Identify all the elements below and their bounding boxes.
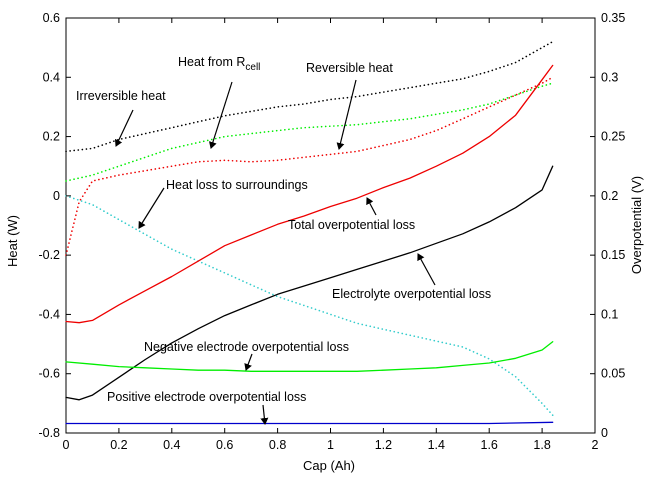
annotation-reversible-heat: Reversible heat (306, 61, 393, 75)
arrow-total-overpotential (366, 197, 377, 216)
series-irreversible-heat (65, 40, 554, 153)
x-tick-label: 0.4 (163, 438, 180, 452)
annotation-arrows (114, 79, 436, 425)
x-tick-label: 0.6 (216, 438, 233, 452)
series-heat-loss-to-surroundings (65, 195, 554, 417)
arrow-reversible-heat (336, 79, 357, 150)
annotation-heat-from-rcell-main: Heat from R (178, 55, 245, 69)
x-tick-label: 0 (63, 438, 70, 452)
y-tick-label: 0.6 (43, 11, 60, 25)
y-axis-label: Heat (W) (5, 215, 20, 267)
series-positive-electrode-overpotential-loss (65, 421, 554, 425)
y2-tick-label: 0.2 (601, 189, 618, 203)
annotation-total-overpotential: Total overpotential loss (288, 218, 415, 232)
annotation-layer: Irreversible heat Heat from Rcell Revers… (76, 55, 491, 425)
annotation-positive-electrode: Positive electrode overpotential loss (107, 390, 306, 404)
y-tick-label: -0.2 (38, 248, 60, 262)
y2-tick-label: 0.1 (601, 307, 618, 321)
y-tick-label: -0.6 (38, 367, 60, 381)
y2-tick-label: 0.05 (601, 367, 625, 381)
y2-tick-label: 0.3 (601, 70, 618, 84)
annotation-heat-from-rcell: Heat from Rcell (178, 55, 260, 73)
annotation-irreversible-heat: Irreversible heat (76, 89, 166, 103)
arrow-heat-loss (138, 187, 165, 229)
series-negative-electrode-overpotential-loss (65, 341, 554, 372)
x-tick-label: 1.4 (428, 438, 445, 452)
y-tick-label: 0.2 (43, 130, 60, 144)
x-tick-label: 1 (327, 438, 334, 452)
series-electrolyte-overpotential-loss (65, 165, 554, 401)
y2-tick-label: 0.15 (601, 248, 625, 262)
x-axis-label: Cap (Ah) (303, 458, 355, 473)
arrow-irreversible-heat (114, 109, 134, 147)
y2-tick-label: 0.35 (601, 11, 625, 25)
annotation-negative-electrode: Negative electrode overpotential loss (144, 340, 349, 354)
annotation-heat-from-rcell-sub: cell (245, 62, 260, 73)
y-tick-label: -0.8 (38, 426, 60, 440)
arrow-electrolyte-overpotential (417, 253, 436, 286)
y-tick-label: -0.4 (38, 307, 60, 321)
arrow-heat-from-rcell (209, 81, 233, 149)
x-tick-label: 0.8 (269, 438, 286, 452)
x-tick-label: 1.8 (533, 438, 550, 452)
y2-tick-label: 0.25 (601, 130, 625, 144)
arrow-positive-electrode (260, 404, 269, 425)
y2-axis-label: Overpotential (V) (629, 176, 644, 274)
x-tick-label: 1.6 (481, 438, 498, 452)
series-total-overpotential-loss (65, 64, 554, 324)
series-heat-from-r-cell (65, 82, 554, 182)
y-tick-label: 0 (53, 189, 60, 203)
series-reversible-heat (65, 76, 554, 256)
tick-layer: 0 0.2 0.4 0.6 0.8 1 1.2 1.4 1.6 1.8 2 -0.8 -0.6 -0.4 -… (38, 11, 625, 452)
x-tick-label: 0.2 (110, 438, 127, 452)
annotation-heat-loss: Heat loss to surroundings (166, 178, 308, 192)
arrow-negative-electrode (244, 353, 253, 371)
x-tick-label: 2 (592, 438, 599, 452)
series-layer (65, 40, 554, 425)
y-tick-label: 0.4 (43, 70, 60, 84)
x-tick-label: 1.2 (375, 438, 392, 452)
annotation-electrolyte-overpotential: Electrolyte overpotential loss (332, 287, 491, 301)
y2-tick-label: 0 (601, 426, 608, 440)
